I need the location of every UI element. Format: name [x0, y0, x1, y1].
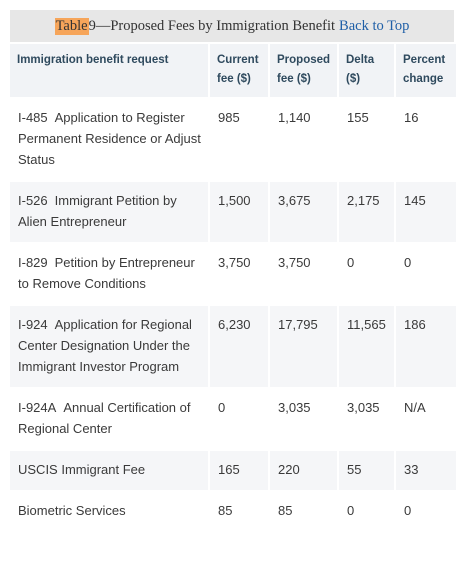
benefit-cell: I-526 Immigrant Petition by Alien Entrepr…: [10, 182, 208, 242]
percent-change-cell: 0: [396, 492, 456, 531]
table-row: Biometric Services 85 85 0 0: [10, 492, 456, 531]
current-fee-cell: 0: [210, 389, 268, 449]
search-highlight: Table: [54, 17, 89, 35]
delta-cell: 0: [339, 492, 394, 531]
form-code: I-924A: [18, 400, 57, 415]
table-row: I-526 Immigrant Petition by Alien Entrepr…: [10, 182, 456, 242]
benefit-cell: I-924A Annual Certification of Regional C…: [10, 389, 208, 449]
form-code: I-829: [18, 255, 48, 270]
header-benefit-request: Immigration benefit request: [10, 44, 208, 97]
percent-change-cell: 145: [396, 182, 456, 242]
delta-cell: 3,035: [339, 389, 394, 449]
header-current-fee: Current fee ($): [210, 44, 268, 97]
proposed-fee-cell: 85: [270, 492, 337, 531]
current-fee-cell: 85: [210, 492, 268, 531]
benefit-description: Annual Certification of Regional Center: [18, 400, 191, 436]
current-fee-cell: 1,500: [210, 182, 268, 242]
benefit-description: Biometric Services: [18, 503, 126, 518]
table-row: I-485 Application to Register Permanent R…: [10, 99, 456, 180]
proposed-fee-cell: 17,795: [270, 306, 337, 387]
benefit-description: Application to Register Permanent Reside…: [18, 110, 201, 167]
benefit-cell: I-485 Application to Register Permanent R…: [10, 99, 208, 180]
percent-change-cell: 186: [396, 306, 456, 387]
percent-change-cell: 16: [396, 99, 456, 180]
benefit-cell: I-924 Application for Regional Center Des…: [10, 306, 208, 387]
form-code: I-526: [18, 193, 48, 208]
proposed-fee-cell: 3,035: [270, 389, 337, 449]
header-proposed-fee: Proposed fee ($): [270, 44, 337, 97]
delta-cell: 2,175: [339, 182, 394, 242]
table-row: USCIS Immigrant Fee 165 220 55 33: [10, 451, 456, 490]
percent-change-cell: 33: [396, 451, 456, 490]
proposed-fee-cell: 1,140: [270, 99, 337, 180]
header-percent-change: Percent change: [396, 44, 456, 97]
benefit-cell: I-829 Petition by Entrepreneur to Remove …: [10, 244, 208, 304]
table-row: I-829 Petition by Entrepreneur to Remove …: [10, 244, 456, 304]
percent-change-cell: 0: [396, 244, 456, 304]
benefit-description: USCIS Immigrant Fee: [18, 462, 146, 477]
current-fee-cell: 165: [210, 451, 268, 490]
proposed-fee-cell: 3,675: [270, 182, 337, 242]
form-code: I-924: [18, 317, 48, 332]
delta-cell: 0: [339, 244, 394, 304]
benefit-description: Immigrant Petition by Alien Entrepreneur: [18, 193, 177, 229]
table-caption: Table 9—Proposed Fees by Immigration Ben…: [10, 10, 454, 42]
delta-cell: 155: [339, 99, 394, 180]
benefit-description: Application for Regional Center Designat…: [18, 317, 192, 374]
table-row: I-924 Application for Regional Center Des…: [10, 306, 456, 387]
current-fee-cell: 985: [210, 99, 268, 180]
form-code: I-485: [18, 110, 48, 125]
current-fee-cell: 3,750: [210, 244, 268, 304]
benefit-cell: Biometric Services: [10, 492, 208, 531]
fees-table: Immigration benefit request Current fee …: [8, 42, 458, 533]
proposed-fee-cell: 3,750: [270, 244, 337, 304]
benefit-cell: USCIS Immigrant Fee: [10, 451, 208, 490]
table-title: 9—Proposed Fees by Immigration Benefit: [88, 17, 336, 34]
table-header-row: Immigration benefit request Current fee …: [10, 44, 456, 97]
current-fee-cell: 6,230: [210, 306, 268, 387]
back-to-top-link[interactable]: Back to Top: [339, 17, 410, 34]
header-delta: Delta ($): [339, 44, 394, 97]
table-row: I-924A Annual Certification of Regional C…: [10, 389, 456, 449]
benefit-description: Petition by Entrepreneur to Remove Condi…: [18, 255, 195, 291]
proposed-fee-cell: 220: [270, 451, 337, 490]
percent-change-cell: N/A: [396, 389, 456, 449]
delta-cell: 11,565: [339, 306, 394, 387]
delta-cell: 55: [339, 451, 394, 490]
